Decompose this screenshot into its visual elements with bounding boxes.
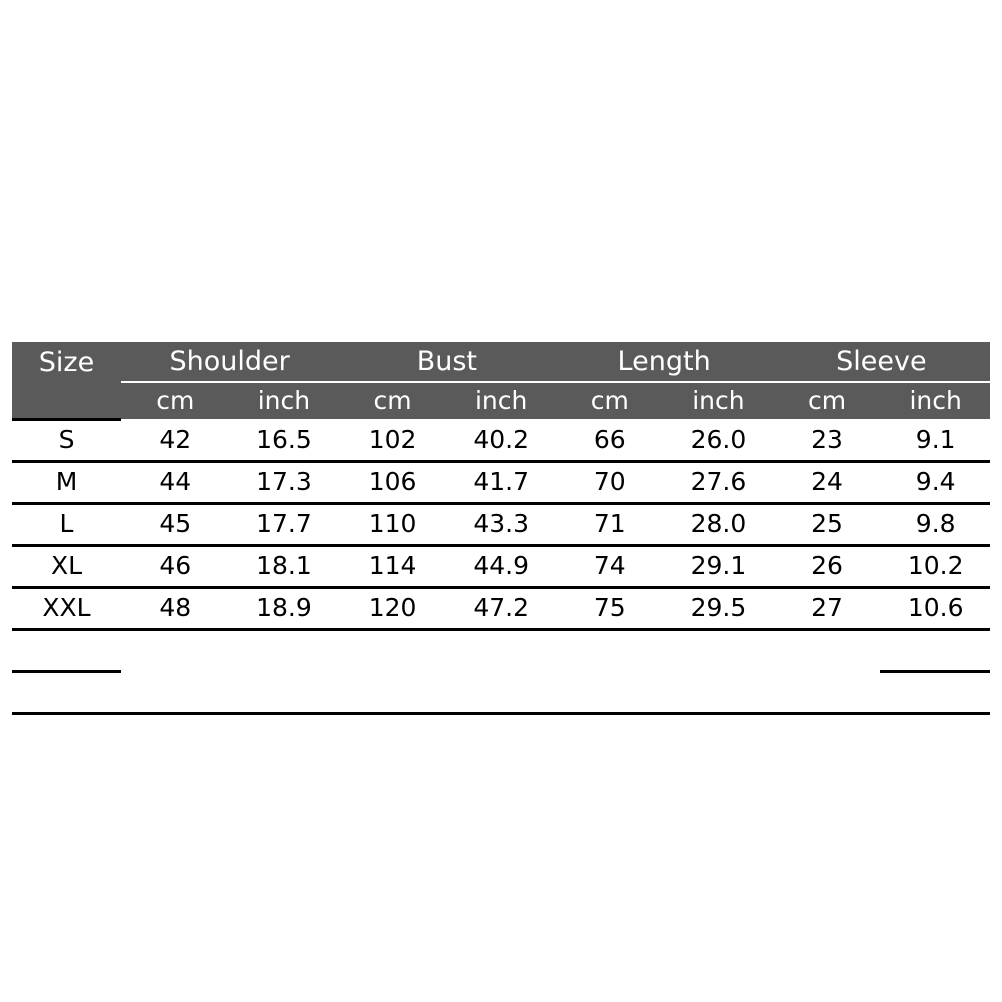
row-divider [12, 502, 990, 505]
value-cell: 66 [593, 425, 626, 454]
value-cell: 44 [159, 467, 192, 496]
value-cell: 27.6 [690, 467, 747, 496]
value-cell: 9.4 [915, 467, 956, 496]
value-cell: 29.1 [690, 551, 747, 580]
footer-rule [12, 670, 121, 673]
value-cell: 114 [368, 551, 417, 580]
header-divider [121, 381, 990, 383]
value-cell: 26.0 [690, 425, 747, 454]
table-header [12, 342, 990, 419]
value-cell: 18.1 [256, 551, 312, 580]
value-cell: 46 [159, 551, 192, 580]
value-cell: 29.5 [690, 593, 747, 622]
value-cell: 42 [159, 425, 192, 454]
footer-rule [12, 712, 990, 715]
row-divider [12, 586, 990, 589]
value-cell: 40.2 [473, 425, 530, 454]
size-header: Size [38, 347, 95, 378]
value-cell: 47.2 [473, 593, 530, 622]
size-cell: XXL [42, 593, 91, 622]
group-header: Sleeve [836, 346, 927, 377]
value-cell: 106 [368, 467, 417, 496]
value-cell: 16.5 [256, 425, 312, 454]
size-cell: S [58, 425, 75, 454]
value-cell: 18.9 [256, 593, 312, 622]
size-cell: XL [50, 551, 83, 580]
row-divider [12, 544, 990, 547]
size-cell: L [59, 509, 74, 538]
value-cell: 110 [368, 509, 417, 538]
value-cell: 120 [368, 593, 417, 622]
value-cell: 44.9 [473, 551, 530, 580]
value-cell: 48 [159, 593, 192, 622]
value-cell: 9.1 [915, 425, 956, 454]
value-cell: 41.7 [473, 467, 530, 496]
value-cell: 10.2 [907, 551, 964, 580]
size-column-underline [12, 418, 121, 421]
unit-header: cm [590, 386, 629, 415]
unit-header: inch [692, 386, 745, 415]
unit-header: inch [909, 386, 962, 415]
unit-header: cm [808, 386, 847, 415]
unit-header: cm [156, 386, 195, 415]
value-cell: 75 [593, 593, 626, 622]
row-divider [12, 628, 990, 631]
footer-rule [880, 670, 990, 673]
value-cell: 26 [811, 551, 843, 580]
value-cell: 43.3 [473, 509, 530, 538]
value-cell: 71 [593, 509, 626, 538]
value-cell: 45 [159, 509, 192, 538]
group-header: Bust [416, 346, 478, 377]
group-header: Length [617, 346, 711, 377]
value-cell: 102 [368, 425, 417, 454]
value-cell: 27 [811, 593, 843, 622]
value-cell: 70 [593, 467, 626, 496]
unit-header: inch [257, 386, 311, 415]
unit-header: inch [474, 386, 528, 415]
unit-header: cm [373, 386, 412, 415]
value-cell: 25 [811, 509, 843, 538]
value-cell: 74 [593, 551, 626, 580]
value-cell: 17.3 [256, 467, 312, 496]
value-cell: 10.6 [907, 593, 964, 622]
value-cell: 9.8 [915, 509, 956, 538]
value-cell: 17.7 [256, 509, 312, 538]
value-cell: 28.0 [690, 509, 747, 538]
value-cell: 23 [811, 425, 843, 454]
row-divider [12, 460, 990, 463]
value-cell: 24 [811, 467, 843, 496]
size-cell: M [55, 467, 78, 496]
group-header: Shoulder [169, 346, 290, 377]
